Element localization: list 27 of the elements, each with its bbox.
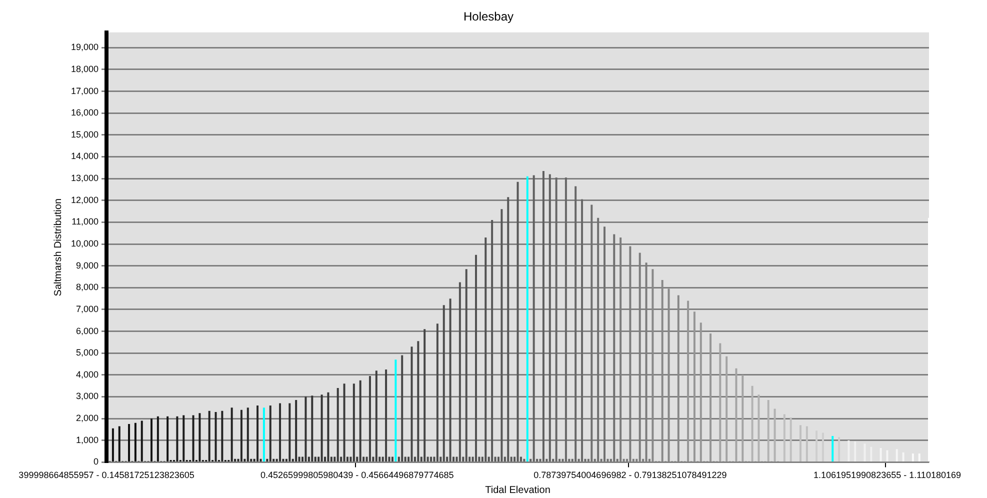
y-tick-label: 13,000	[70, 173, 99, 184]
x-tick-label: 1.1061951990823655 - 1.110180169	[813, 470, 961, 480]
y-tick-label: 4,000	[76, 369, 99, 380]
y-tick-label: 16,000	[70, 108, 99, 118]
y-tick-label: 8,000	[76, 282, 99, 292]
x-tick-label: 0.78739754004696982 - 0.79138251078491229	[534, 470, 727, 480]
y-tick-label: 3,000	[76, 391, 99, 402]
y-tick-label: 12,000	[70, 194, 99, 205]
y-tick-label: 10,000	[70, 238, 99, 249]
y-tick-label: 6,000	[76, 326, 99, 336]
y-tick-label: 1,000	[76, 434, 99, 445]
y-tick-label: 0	[94, 456, 99, 467]
y-tick-label: 11,000	[72, 216, 99, 227]
y-tick-label: 5,000	[76, 348, 99, 358]
x-tick-label: 399998664855957 - 0.14581725123823605	[18, 470, 194, 480]
chart-title: Holesbay	[463, 10, 514, 24]
y-tick-label: 2,000	[76, 413, 99, 424]
y-tick-label: 7,000	[76, 304, 99, 314]
y-tick-label: 14,000	[70, 151, 99, 162]
y-axis-title: Saltmarsh Distribution	[52, 198, 64, 296]
y-tick-label: 19,000	[70, 42, 99, 52]
x-axis-title: Tidal Elevation	[485, 484, 550, 496]
y-tick-label: 18,000	[70, 64, 99, 74]
y-tick-label: 17,000	[70, 86, 99, 96]
y-tick-label: 15,000	[70, 129, 99, 140]
y-tick-label: 9,000	[76, 260, 99, 270]
x-tick-label: 0.45265999805980439 - 0.45664496879774685	[260, 470, 454, 480]
